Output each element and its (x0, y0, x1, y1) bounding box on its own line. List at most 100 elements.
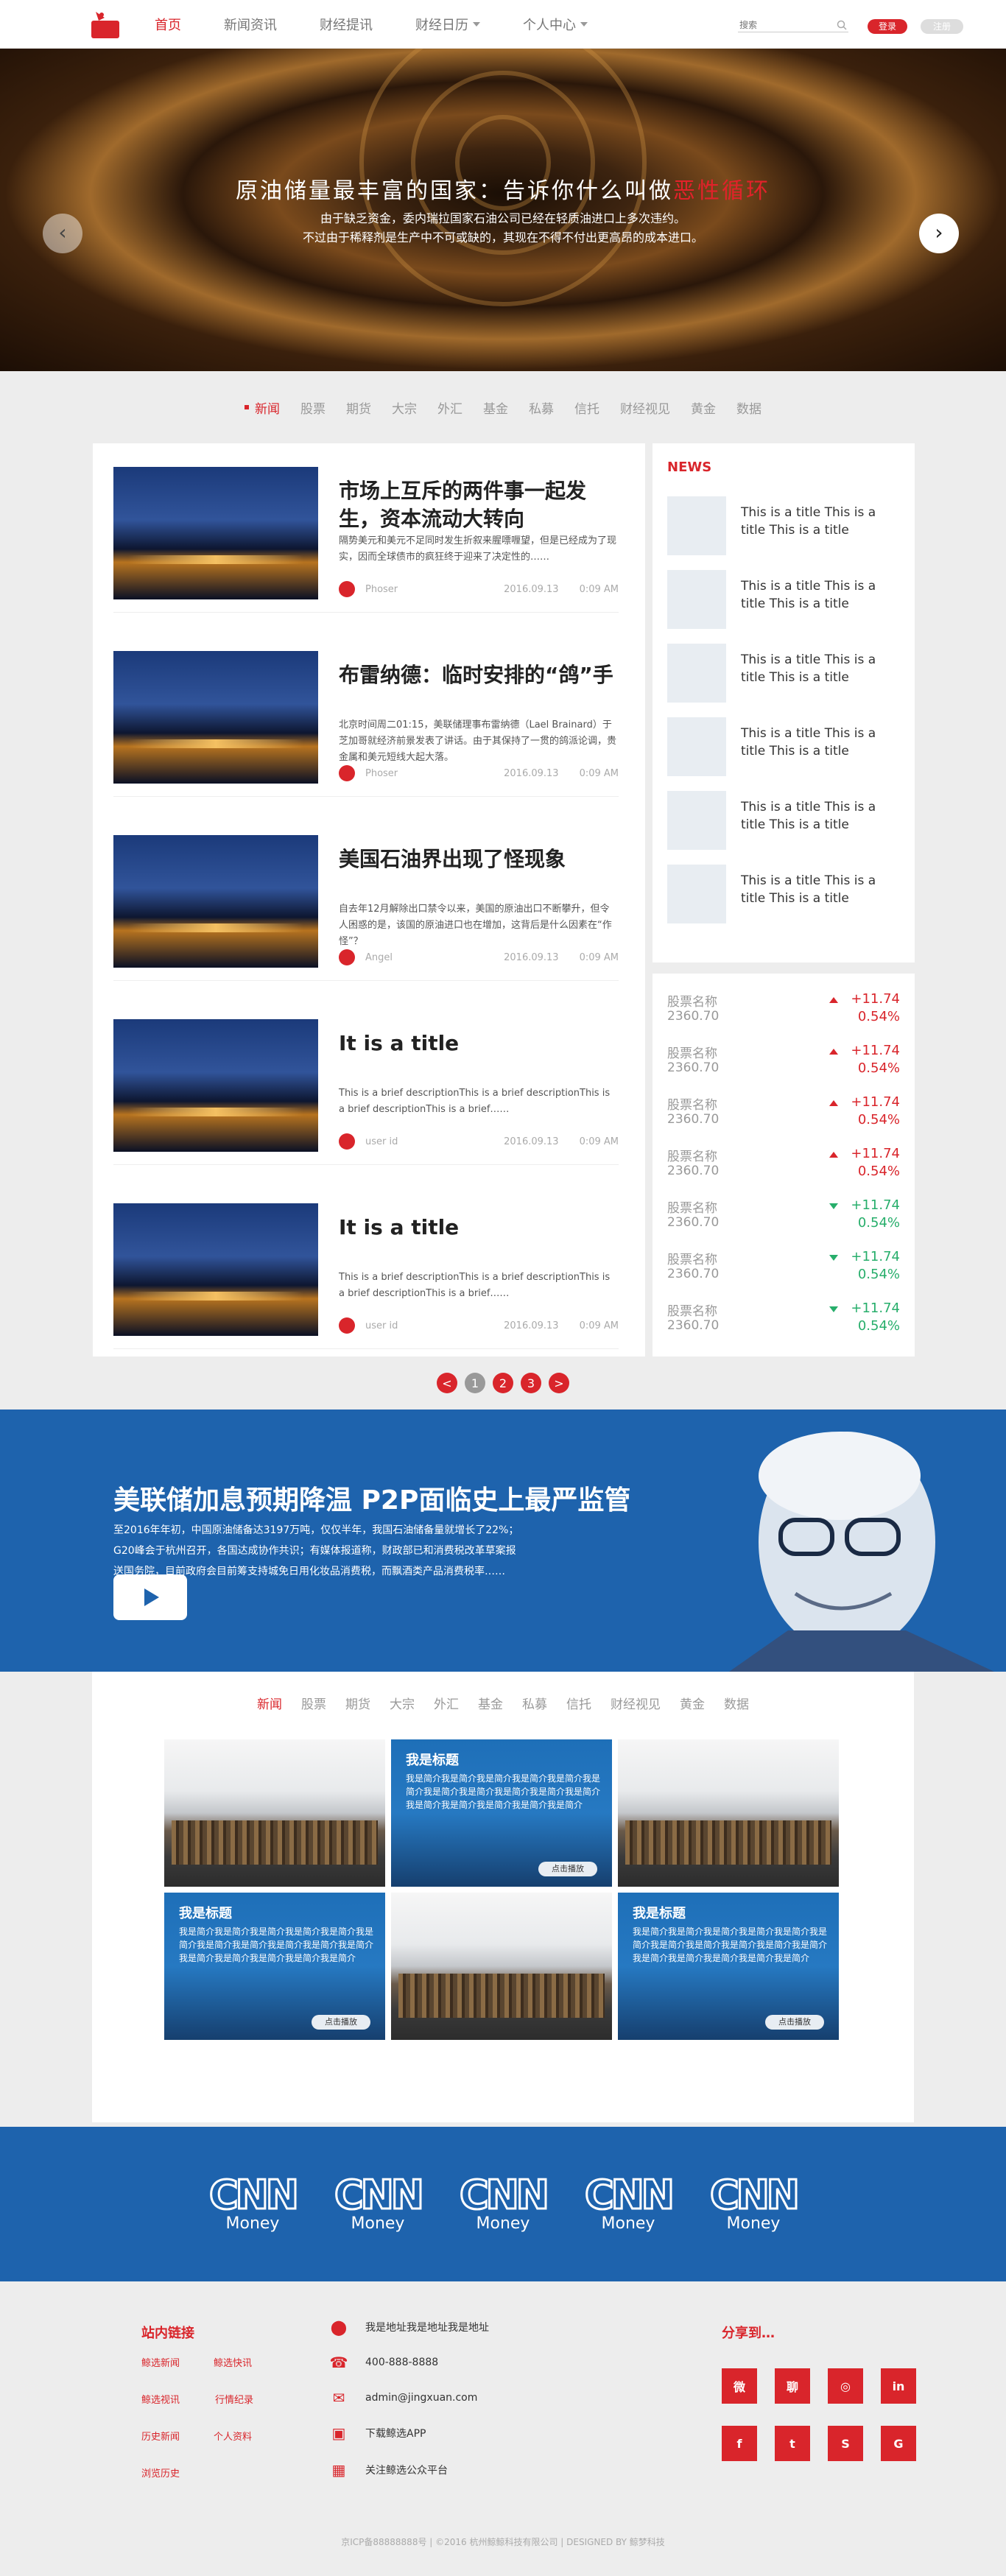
category-tab[interactable]: 期货 (346, 401, 371, 417)
footer-link[interactable]: 行情纪录 (215, 2395, 254, 2406)
category-tab[interactable]: 外汇 (437, 401, 462, 417)
article-title[interactable]: 市场上互斥的两件事一起发生，资本流动大转向 (339, 479, 587, 531)
gallery-category-tab[interactable]: 私募 (522, 1697, 547, 1712)
article-author[interactable]: Phoser (365, 767, 398, 779)
article-author[interactable]: Angel (365, 951, 393, 963)
stock-row[interactable]: 股票名称 2360.70 +11.74 0.54% (667, 1087, 900, 1136)
gallery-category-tab[interactable]: 外汇 (434, 1697, 459, 1712)
article-thumbnail[interactable] (113, 651, 318, 784)
gallery-category-tab[interactable]: 基金 (478, 1697, 503, 1712)
gallery-category-tab[interactable]: 股票 (301, 1697, 326, 1712)
page-button[interactable]: > (549, 1373, 569, 1393)
article-author[interactable]: user id (365, 1136, 398, 1147)
article-title[interactable]: 布雷纳德：临时安排的“鸽”手 (339, 663, 613, 687)
whale-logo-icon[interactable] (88, 7, 122, 41)
hero-prev-button[interactable]: ‹ (43, 214, 82, 253)
gallery-photo-tile[interactable] (164, 1739, 385, 1887)
gallery-info-tile[interactable]: 我是标题 我是简介我是简介我是简介我是简介我是简介我是简介我是简介我是简介我是简介… (391, 1739, 612, 1887)
article-title[interactable]: It is a title (339, 1215, 460, 1239)
skype-icon[interactable]: S (828, 2426, 863, 2461)
category-tab[interactable]: 私募 (529, 401, 554, 417)
side-news-item[interactable]: This is a title This is a title This is … (667, 865, 900, 925)
footer-link[interactable]: 个人资料 (214, 2432, 253, 2443)
stock-row[interactable]: 股票名称 2360.70 +11.74 0.54% (667, 1035, 900, 1084)
side-news-title[interactable]: This is a title This is a title This is … (741, 579, 876, 611)
stock-row[interactable]: 股票名称 2360.70 +11.74 0.54% (667, 1139, 900, 1187)
side-news-title[interactable]: This is a title This is a title This is … (741, 873, 876, 906)
article-thumbnail[interactable] (113, 1019, 318, 1152)
side-news-title[interactable]: This is a title This is a title This is … (741, 800, 876, 832)
category-tab[interactable]: 新闻 (245, 398, 280, 417)
footer-link[interactable]: 鲸选视讯 (141, 2395, 180, 2406)
nav-news[interactable]: 新闻资讯 (224, 15, 277, 34)
gallery-category-tab[interactable]: 大宗 (390, 1697, 415, 1712)
tile-play-button[interactable]: 点击播放 (538, 1862, 597, 1876)
search-input[interactable] (739, 19, 828, 30)
avatar[interactable] (339, 581, 355, 597)
article-thumbnail[interactable] (113, 1203, 318, 1336)
stock-row[interactable]: 股票名称 2360.70 +11.74 0.54% (667, 1242, 900, 1290)
tile-play-button[interactable]: 点击播放 (312, 2015, 370, 2030)
article-card[interactable]: It is a title This is a brief description… (113, 1000, 619, 1165)
hero-next-button[interactable]: › (919, 214, 959, 253)
side-news-item[interactable]: This is a title This is a title This is … (667, 496, 900, 557)
play-button[interactable] (113, 1574, 187, 1620)
avatar[interactable] (339, 1133, 355, 1150)
category-tab[interactable]: 信托 (574, 401, 599, 417)
nav-home[interactable]: 首页 (155, 15, 181, 34)
stock-row[interactable]: 股票名称 2360.70 +11.74 0.54% (667, 1293, 900, 1342)
cnn-money-logo[interactable]: CNN Money (583, 2174, 675, 2233)
gallery-info-tile[interactable]: 我是标题 我是简介我是简介我是简介我是简介我是简介我是简介我是简介我是简介我是简介… (618, 1893, 839, 2040)
gallery-category-tab[interactable]: 期货 (345, 1697, 370, 1712)
footer-link[interactable]: 鲸选新闻 (141, 2358, 180, 2369)
avatar[interactable] (339, 949, 355, 965)
register-button[interactable]: 注册 (921, 19, 963, 34)
side-news-item[interactable]: This is a title This is a title This is … (667, 791, 900, 851)
side-news-title[interactable]: This is a title This is a title This is … (741, 505, 876, 538)
article-author[interactable]: Phoser (365, 583, 398, 595)
footer-email[interactable]: ✉ admin@jingxuan.com (330, 2389, 478, 2407)
gallery-photo-tile[interactable] (391, 1893, 612, 2040)
side-news-thumbnail[interactable] (667, 570, 726, 629)
avatar[interactable] (339, 1317, 355, 1334)
footer-link[interactable]: 鲸选快讯 (214, 2358, 253, 2369)
category-tab[interactable]: 财经视见 (620, 401, 670, 417)
article-card[interactable]: 美国石油界出现了怪现象 自去年12月解除出口禁令以来，美国的原油出口不断攀升，但令… (113, 816, 619, 981)
gallery-category-tab[interactable]: 新闻 (257, 1697, 282, 1712)
gallery-info-tile[interactable]: 我是标题 我是简介我是简介我是简介我是简介我是简介我是简介我是简介我是简介我是简介… (164, 1893, 385, 2040)
side-news-thumbnail[interactable] (667, 644, 726, 703)
side-news-title[interactable]: This is a title This is a title This is … (741, 726, 876, 759)
login-button[interactable]: 登录 (868, 19, 907, 34)
side-news-title[interactable]: This is a title This is a title This is … (741, 652, 876, 685)
side-news-thumbnail[interactable] (667, 865, 726, 923)
gallery-category-tab[interactable]: 黄金 (680, 1697, 705, 1712)
side-news-thumbnail[interactable] (667, 496, 726, 555)
github-icon[interactable]: G (881, 2426, 916, 2461)
side-news-item[interactable]: This is a title This is a title This is … (667, 644, 900, 704)
article-title[interactable]: 美国石油界出现了怪现象 (339, 847, 566, 871)
cnn-money-logo[interactable]: CNN Money (708, 2174, 801, 2233)
search-icon[interactable] (837, 20, 847, 30)
footer-wechat[interactable]: ▦ 关注鲸选公众平台 (330, 2461, 448, 2479)
category-tab[interactable]: 黄金 (691, 401, 716, 417)
stock-row[interactable]: 股票名称 2360.70 +11.74 0.54% (667, 1190, 900, 1239)
footer-app[interactable]: ▣ 下载鲸选APP (330, 2424, 426, 2442)
qq-icon[interactable]: ◎ (828, 2368, 863, 2404)
cnn-money-logo[interactable]: CNN Money (208, 2174, 300, 2233)
gallery-category-tab[interactable]: 信托 (566, 1697, 591, 1712)
side-news-item[interactable]: This is a title This is a title This is … (667, 717, 900, 778)
footer-link[interactable]: 历史新闻 (141, 2432, 180, 2443)
twitter-icon[interactable]: t (775, 2426, 810, 2461)
gallery-category-tab[interactable]: 数据 (724, 1697, 749, 1712)
article-author[interactable]: user id (365, 1320, 398, 1331)
nav-finance-report[interactable]: 财经提讯 (320, 15, 373, 34)
stock-row[interactable]: 股票名称 2360.70 +11.74 0.54% (667, 984, 900, 1032)
weibo-icon[interactable]: 微 (722, 2368, 757, 2404)
gallery-category-tab[interactable]: 财经视见 (611, 1697, 661, 1712)
category-tab[interactable]: 股票 (300, 401, 326, 417)
linkedin-icon[interactable]: in (881, 2368, 916, 2404)
article-card[interactable]: 布雷纳德：临时安排的“鸽”手 北京时间周二01:15，美联储理事布雷纳德（Lael… (113, 632, 619, 797)
wechat-icon[interactable]: 聊 (775, 2368, 810, 2404)
side-news-thumbnail[interactable] (667, 791, 726, 850)
category-tab[interactable]: 大宗 (392, 401, 417, 417)
